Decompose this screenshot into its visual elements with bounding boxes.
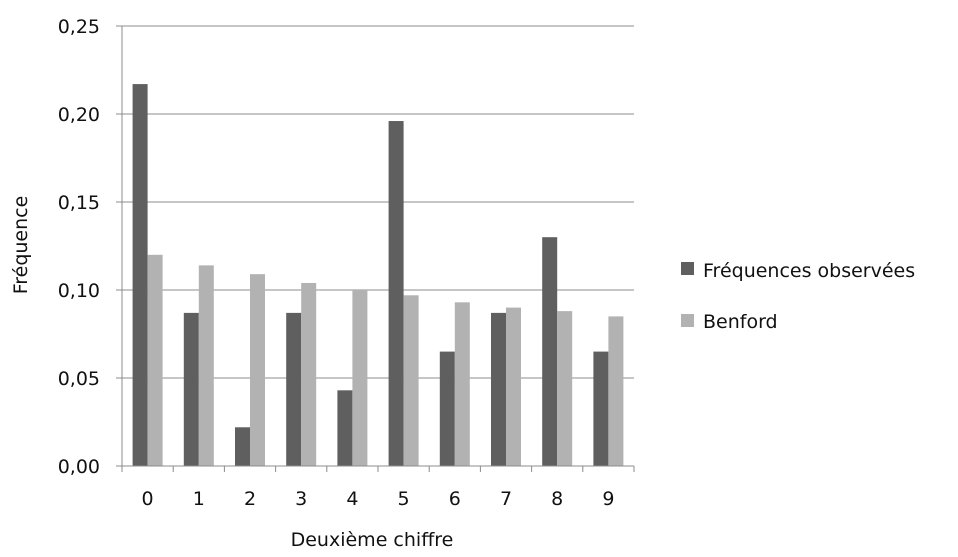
bar-observed bbox=[439, 351, 455, 466]
bar-benford bbox=[403, 295, 419, 466]
x-tick-label: 0 bbox=[142, 488, 154, 510]
bar-observed bbox=[183, 312, 199, 466]
x-tick-label: 8 bbox=[551, 488, 563, 510]
bar-observed bbox=[542, 237, 558, 466]
y-tick-label: 0,05 bbox=[58, 368, 100, 390]
bar-observed bbox=[491, 312, 506, 466]
x-tick-label: 2 bbox=[244, 488, 256, 510]
bar-benford bbox=[557, 311, 573, 466]
y-tick-label: 0,15 bbox=[58, 192, 100, 214]
bar-benford bbox=[352, 290, 368, 466]
bar-benford bbox=[147, 254, 163, 466]
bar-observed bbox=[235, 427, 250, 466]
bar-observed bbox=[132, 84, 148, 466]
y-tick-labels: 0,00 0,05 0,10 0,15 0,20 0,25 bbox=[58, 16, 100, 478]
bars bbox=[132, 84, 624, 466]
bar-benford bbox=[608, 316, 624, 466]
x-axis-title: Deuxième chiffre bbox=[291, 529, 454, 551]
bar-observed bbox=[388, 121, 404, 466]
y-tick-label: 0,20 bbox=[58, 104, 100, 126]
x-tick-label: 7 bbox=[500, 488, 512, 510]
x-tick-label: 3 bbox=[295, 488, 307, 510]
x-tick-labels: 0 1 2 3 4 5 6 7 8 9 bbox=[142, 488, 615, 510]
bar-benford bbox=[506, 307, 521, 466]
y-tick-label: 0,00 bbox=[58, 456, 100, 478]
legend: Fréquences observées Benford bbox=[681, 260, 915, 333]
y-tick-label: 0,10 bbox=[58, 280, 100, 302]
x-tick-label: 4 bbox=[346, 488, 358, 510]
legend-label-benford: Benford bbox=[703, 311, 778, 333]
legend-label-observed: Fréquences observées bbox=[703, 260, 915, 282]
x-tick-label: 9 bbox=[602, 488, 614, 510]
bar-benford bbox=[301, 282, 317, 466]
x-tick-label: 1 bbox=[193, 488, 205, 510]
bar-observed bbox=[337, 390, 353, 466]
x-tick-label: 5 bbox=[398, 488, 410, 510]
y-axis-title: Fréquence bbox=[10, 196, 32, 295]
legend-swatch-benford bbox=[681, 314, 694, 327]
x-tick-label: 6 bbox=[449, 488, 461, 510]
legend-swatch-observed bbox=[681, 262, 694, 275]
bar-benford bbox=[250, 274, 265, 466]
bar-observed bbox=[593, 351, 609, 466]
axes bbox=[116, 25, 635, 472]
bar-benford bbox=[454, 302, 470, 466]
y-tick-label: 0,25 bbox=[58, 16, 100, 38]
bar-benford bbox=[198, 265, 214, 466]
bar-observed bbox=[286, 312, 302, 466]
